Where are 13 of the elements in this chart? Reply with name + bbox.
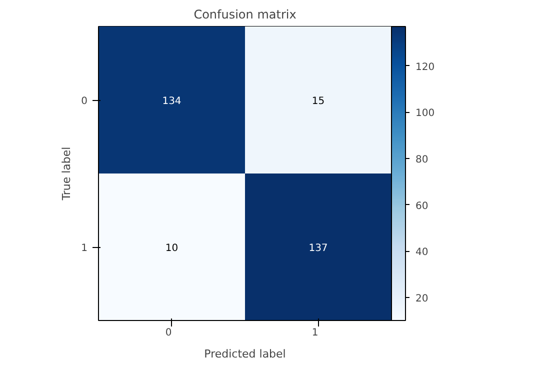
data-label: 137: [308, 243, 328, 254]
color-bar-label: 120: [416, 62, 435, 73]
color-bar-label: 100: [416, 108, 435, 120]
data-label: 10: [165, 243, 178, 254]
color-bar-label: 20: [416, 293, 428, 304]
color-bar-label: 40: [416, 247, 428, 258]
color-bar-label: 60: [416, 200, 428, 212]
chart-title: Confusion matrix: [194, 8, 296, 22]
x-axis-title: Predicted label: [204, 348, 286, 360]
data-label: 134: [162, 96, 182, 107]
y-axis-title: True label: [60, 146, 74, 202]
color-bar-label: 80: [416, 154, 428, 166]
data-label: 15: [312, 96, 325, 107]
